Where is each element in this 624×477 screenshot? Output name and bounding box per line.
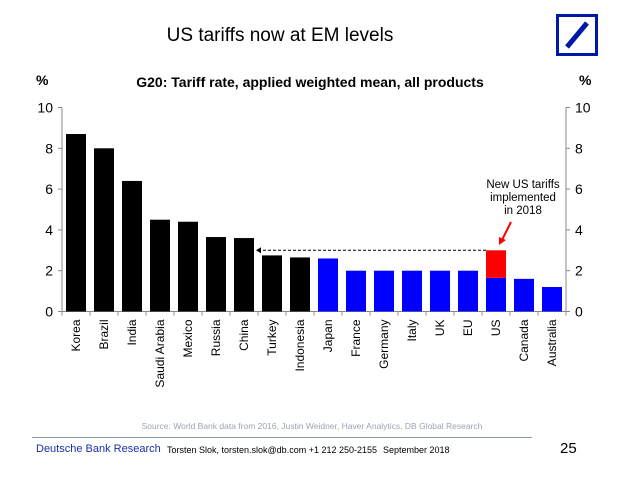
y-axis-label-right: % — [579, 72, 592, 88]
y-tick-label-right: 10 — [575, 100, 591, 116]
bar-germany — [374, 270, 394, 312]
footer-divider — [32, 437, 532, 438]
bar-saudi-arabia — [150, 219, 170, 312]
annotation-text: New US tariffs — [486, 179, 560, 191]
bar-brazil — [94, 148, 114, 312]
annotation-arrow — [501, 221, 512, 241]
annotation-text: implemented — [490, 192, 556, 204]
y-tick-label-left: 2 — [45, 263, 53, 279]
bar-us-new-tariffs — [486, 250, 506, 278]
x-tick-label: EU — [461, 320, 475, 337]
annotation-text: in 2018 — [504, 205, 542, 217]
y-tick-label-left: 0 — [45, 304, 53, 320]
x-tick-label: Russia — [209, 319, 223, 356]
footer-date: September 2018 — [383, 445, 450, 455]
footer-brand: Deutsche Bank Research — [36, 443, 161, 455]
bar-chart: G20: Tariff rate, applied weighted mean,… — [36, 72, 592, 388]
chart-title: G20: Tariff rate, applied weighted mean,… — [136, 74, 484, 90]
footer-contact: Torsten Slok, torsten.slok@db.com +1 212… — [167, 445, 378, 455]
y-axis-label-left: % — [36, 72, 49, 88]
x-tick-label: Indonesia — [293, 319, 307, 371]
y-tick-label-left: 8 — [45, 140, 53, 156]
slide-title: US tariffs now at EM levels — [166, 25, 394, 46]
bar-china — [234, 238, 254, 312]
x-tick-label: Brazil — [97, 320, 111, 350]
x-tick-label: UK — [433, 320, 447, 337]
reference-arrowhead — [256, 247, 261, 254]
y-tick-label-left: 6 — [45, 181, 53, 197]
bar-canada — [514, 278, 534, 312]
bar-japan — [318, 258, 338, 312]
y-tick-label-left: 10 — [37, 100, 53, 116]
y-tick-label-right: 0 — [575, 304, 583, 320]
x-tick-label: Canada — [517, 319, 531, 361]
x-tick-label: Turkey — [265, 320, 279, 356]
y-tick-label-right: 4 — [575, 222, 583, 238]
x-tick-label: Korea — [69, 319, 83, 351]
page-number: 25 — [560, 440, 577, 457]
bar-india — [122, 180, 142, 312]
bar-indonesia — [290, 257, 310, 312]
x-tick-label: Australia — [545, 319, 559, 366]
bar-korea — [66, 134, 86, 312]
bar-turkey — [262, 255, 282, 312]
x-tick-label: India — [125, 319, 139, 345]
bar-france — [346, 270, 366, 312]
bar-us — [486, 277, 506, 312]
x-tick-label: France — [349, 319, 363, 357]
y-tick-label-right: 2 — [575, 263, 583, 279]
deutsche-bank-logo — [556, 14, 598, 56]
x-tick-label: Germany — [377, 320, 391, 369]
x-tick-label: Japan — [321, 320, 335, 353]
x-tick-label: Italy — [405, 320, 419, 342]
x-tick-label: China — [237, 319, 251, 351]
x-tick-label: Mexico — [181, 319, 195, 357]
y-tick-label-right: 6 — [575, 181, 583, 197]
bar-eu — [458, 270, 478, 312]
bar-mexico — [178, 221, 198, 312]
x-tick-label: US — [489, 320, 503, 337]
annotation-arrowhead — [499, 237, 506, 245]
bar-uk — [430, 270, 450, 312]
bar-russia — [206, 237, 226, 312]
x-tick-label: Saudi Arabia — [153, 319, 167, 387]
source-note: Source: World Bank data from 2016, Justi… — [141, 421, 483, 431]
y-tick-label-right: 8 — [575, 140, 583, 156]
y-tick-label-left: 4 — [45, 222, 53, 238]
bar-australia — [542, 287, 562, 312]
bar-italy — [402, 270, 422, 312]
